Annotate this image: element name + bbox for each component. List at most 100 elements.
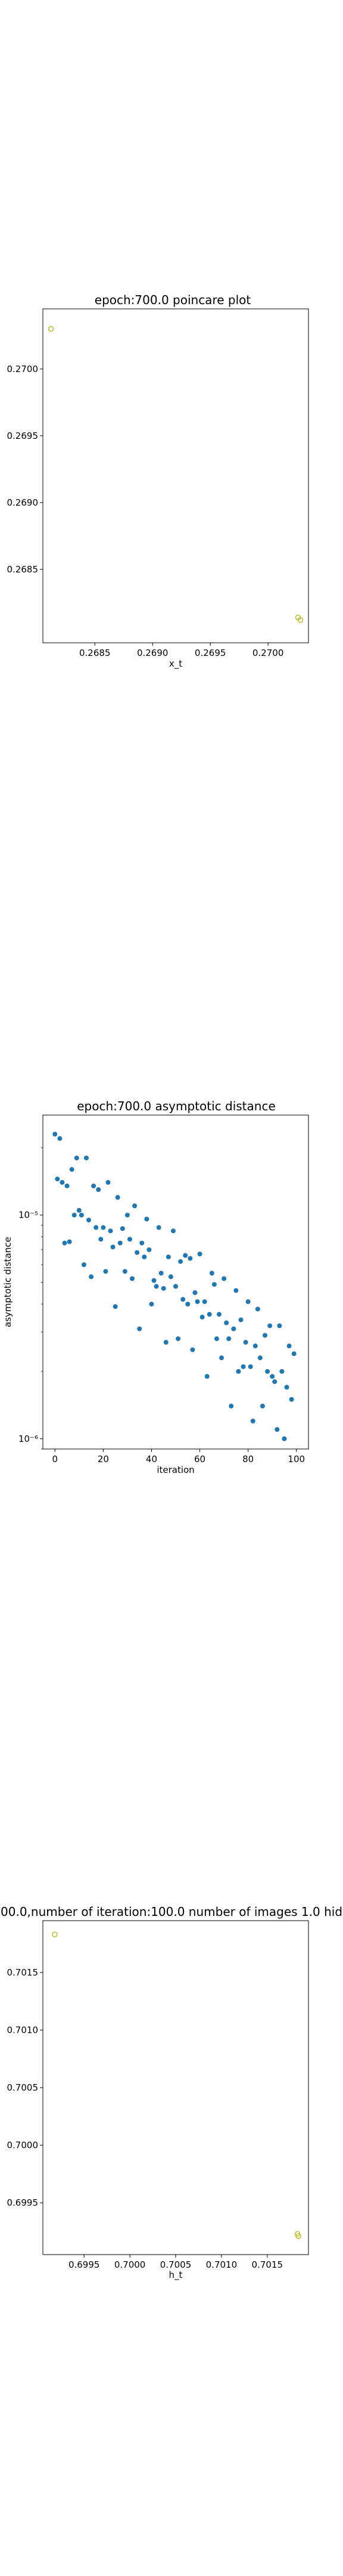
asymptotic-data-point <box>173 1284 178 1289</box>
asymptotic-data-point <box>146 1247 152 1252</box>
asymptotic-data-point <box>55 1176 60 1182</box>
asymptotic-data-point <box>284 1385 289 1390</box>
asymptotic-data-point <box>156 1225 161 1230</box>
asymptotic-data-point <box>185 1302 191 1307</box>
poincare-y-tick-label: 0.2700 <box>7 364 39 374</box>
poincare-title: epoch:700.0 poincare plot <box>95 293 251 307</box>
asymptotic-data-point <box>103 1269 108 1274</box>
asymptotic-data-point <box>188 1256 193 1261</box>
hidden-state-data-point <box>295 2233 301 2239</box>
asymptotic-data-point <box>250 1419 255 1424</box>
asymptotic-data-point <box>149 1302 154 1307</box>
asymptotic-data-point <box>211 1281 217 1287</box>
asymptotic-data-point <box>166 1254 171 1259</box>
asymptotic-data-point <box>199 1314 205 1320</box>
asymptotic-y-tick-label: 10⁻⁵ <box>18 1210 38 1221</box>
poincare-plot-area <box>42 308 309 643</box>
asymptotic-data-point <box>252 1343 258 1349</box>
asymptotic-data-point <box>263 1333 268 1338</box>
poincare-points <box>48 326 304 623</box>
asymptotic-data-point <box>229 1404 234 1409</box>
asymptotic-data-point <box>260 1404 265 1409</box>
poincare-y-tick-label: 0.2685 <box>7 564 39 575</box>
asymptotic-data-point <box>108 1228 113 1234</box>
asymptotic-data-point <box>79 1212 84 1218</box>
asymptotic-data-point <box>183 1253 188 1258</box>
asymptotic-data-point <box>130 1276 135 1281</box>
asymptotic-data-point <box>76 1208 82 1213</box>
asymptotic-data-point <box>86 1218 92 1223</box>
asymptotic-points <box>52 1132 297 1441</box>
hidden-state-plot-area <box>42 1920 309 2255</box>
poincare-data-point <box>48 326 54 332</box>
poincare-y-tick-label: 0.2695 <box>7 431 39 441</box>
asymptotic-data-point <box>257 1355 263 1361</box>
asymptotic-data-point <box>158 1271 164 1276</box>
asymptotic-data-point <box>241 1364 246 1369</box>
asymptotic-data-point <box>168 1274 173 1280</box>
asymptotic-data-point <box>204 1374 210 1379</box>
asymptotic-data-point <box>226 1336 232 1342</box>
asymptotic-data-point <box>267 1323 273 1329</box>
asymptotic-data-point <box>279 1368 285 1374</box>
hidden-state-y-tick-label: 0.6995 <box>7 2197 39 2208</box>
asymptotic-data-point <box>255 1306 260 1312</box>
asymptotic-data-point <box>67 1239 72 1244</box>
asymptotic-data-point <box>124 1212 130 1218</box>
asymptotic-data-point <box>178 1259 183 1264</box>
asymptotic-data-point <box>81 1262 86 1267</box>
asymptotic-data-point <box>144 1216 149 1222</box>
hidden-state-x-label: h_t <box>169 2270 183 2281</box>
asymptotic-data-point <box>270 1374 275 1379</box>
asymptotic-data-point <box>197 1251 202 1256</box>
asymptotic-data-point <box>60 1179 65 1185</box>
poincare-x-tick-label: 0.2685 <box>79 648 111 658</box>
asymptotic-data-point <box>98 1237 104 1242</box>
asymptotic-y-label: asymptotic distance <box>2 1237 13 1327</box>
asymptotic-data-point <box>209 1271 214 1276</box>
asymptotic-ticks: 0 20 40 60 80 100 10⁻⁶ 10⁻⁵ <box>18 1147 305 1465</box>
asymptotic-data-point <box>207 1312 212 1317</box>
asymptotic-data-point <box>219 1355 224 1361</box>
asymptotic-data-point <box>282 1436 287 1441</box>
poincare-chart: epoch:700.0 poincare plot x_t 0.2685 0.26… <box>7 293 309 670</box>
hidden-state-title: 700.0,number of iteration:100.0 number o… <box>0 1905 343 1919</box>
hidden-state-x-tick-label: 0.6995 <box>68 2259 100 2270</box>
asymptotic-data-point <box>291 1351 297 1357</box>
hidden-state-y-tick-label: 0.7005 <box>7 2082 39 2093</box>
asymptotic-data-point <box>243 1340 248 1345</box>
asymptotic-data-point <box>89 1274 94 1280</box>
asymptotic-data-point <box>272 1379 277 1385</box>
asymptotic-data-point <box>151 1278 157 1283</box>
asymptotic-data-point <box>161 1286 166 1291</box>
asymptotic-data-point <box>105 1179 111 1185</box>
asymptotic-data-point <box>139 1240 145 1246</box>
asymptotic-data-point <box>117 1240 123 1246</box>
poincare-x-tick-label: 0.2700 <box>252 648 284 658</box>
asymptotic-data-point <box>122 1269 127 1274</box>
asymptotic-x-tick-label: 0 <box>52 1454 58 1465</box>
asymptotic-data-point <box>224 1320 229 1326</box>
asymptotic-data-point <box>277 1323 282 1329</box>
poincare-data-point <box>297 617 304 623</box>
hidden-state-data-point <box>52 1931 58 1937</box>
hidden-state-y-tick-label: 0.7010 <box>7 2024 39 2035</box>
asymptotic-data-point <box>127 1237 132 1242</box>
asymptotic-data-point <box>236 1368 241 1374</box>
asymptotic-x-tick-label: 80 <box>242 1454 254 1465</box>
asymptotic-data-point <box>83 1155 89 1160</box>
asymptotic-data-point <box>195 1299 200 1304</box>
asymptotic-data-point <box>115 1195 120 1200</box>
asymptotic-data-point <box>132 1203 138 1209</box>
hidden-state-ticks: 0.6995 0.7000 0.7005 0.7010 0.7015 0.6995 0.70… <box>7 1967 283 2270</box>
asymptotic-data-point <box>110 1244 116 1250</box>
asymptotic-x-tick-label: 100 <box>288 1454 305 1465</box>
asymptotic-data-point <box>142 1254 147 1259</box>
hidden-state-y-tick-label: 0.7015 <box>7 1967 39 1978</box>
asymptotic-x-label: iteration <box>157 1465 194 1475</box>
asymptotic-data-point <box>62 1240 67 1246</box>
asymptotic-data-point <box>113 1304 118 1309</box>
hidden-state-y-tick-label: 0.7000 <box>7 2140 39 2151</box>
asymptotic-data-point <box>96 1187 101 1192</box>
